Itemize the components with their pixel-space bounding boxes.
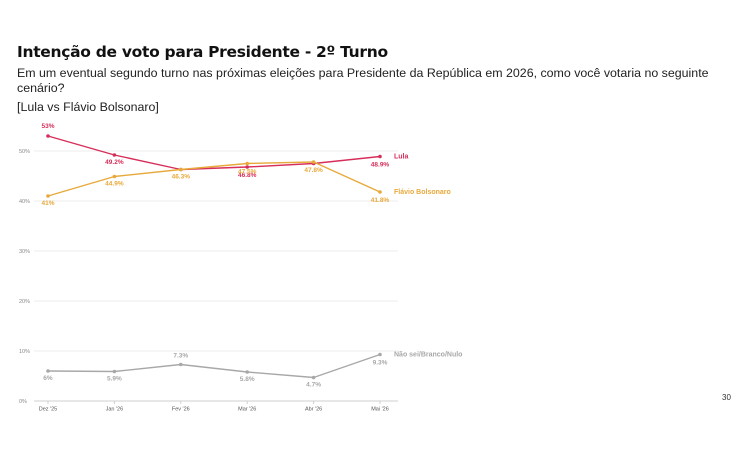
data-point: [46, 369, 50, 373]
data-point: [378, 352, 382, 357]
data-label: 5.8%: [240, 376, 255, 383]
y-tick-label: 40%: [19, 199, 30, 205]
x-tick-label: Jan '26: [106, 407, 124, 413]
page-number: 30: [722, 393, 731, 402]
data-point: [112, 174, 117, 179]
series-line: [47, 161, 381, 197]
y-tick-label: 50%: [19, 149, 30, 155]
x-tick-label: Dez '25: [39, 407, 57, 413]
data-label: 47.8%: [304, 167, 323, 174]
data-point: [46, 194, 50, 198]
y-tick-label: 10%: [19, 349, 30, 355]
page-title: Intenção de voto para Presidente - 2º Tu…: [17, 43, 388, 61]
data-point: [378, 190, 382, 194]
data-label: 46.8%: [238, 172, 257, 179]
series-name-label: Lula: [394, 154, 408, 161]
data-point: [245, 161, 249, 166]
series-name-label: Não sei/Branco/Nulo: [394, 352, 462, 359]
series-line: [47, 135, 381, 171]
data-point: [179, 167, 183, 172]
question-text: Em um eventual segundo turno nas próxima…: [17, 66, 709, 95]
x-tick-label: Mar '26: [238, 407, 256, 413]
data-label: 48.9%: [371, 162, 390, 169]
data-point: [245, 370, 249, 374]
data-label: 5.9%: [107, 376, 122, 383]
data-point: [245, 165, 249, 169]
x-tick-label: Fev '26: [172, 407, 190, 413]
data-label: 47.5%: [238, 169, 257, 176]
data-label: 49.2%: [105, 159, 124, 166]
series-name-label: Flávio Bolsonaro: [394, 189, 451, 196]
y-tick-label: 20%: [19, 299, 30, 305]
data-label: 6%: [43, 375, 53, 382]
data-label: 9.3%: [373, 360, 388, 367]
y-tick-label: 30%: [19, 249, 30, 255]
data-label: 41.8%: [371, 197, 390, 204]
data-point: [311, 160, 316, 164]
data-point: [112, 369, 117, 374]
data-point: [46, 134, 50, 138]
data-label: 7.3%: [173, 353, 188, 360]
data-point: [179, 362, 183, 367]
x-tick-label: Mai '26: [371, 407, 389, 413]
data-label: 41%: [41, 200, 54, 207]
series-line: [47, 353, 381, 379]
x-tick-label: Abr '26: [305, 407, 322, 413]
scenario-label: [Lula vs Flávio Bolsonaro]: [17, 100, 159, 114]
data-label: 44.9%: [105, 181, 124, 188]
data-label: 4.7%: [306, 382, 321, 389]
data-point: [311, 375, 316, 380]
data-label: 53%: [41, 123, 54, 130]
data-point: [378, 154, 382, 159]
y-tick-label: 0%: [19, 399, 27, 405]
data-point: [112, 153, 117, 157]
data-label: 46.3%: [172, 174, 191, 181]
